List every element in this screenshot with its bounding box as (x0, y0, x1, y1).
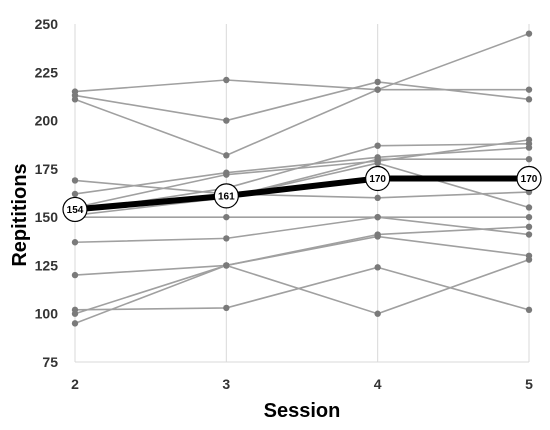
mean-data-label: 154 (67, 205, 84, 216)
mean-point: 154 (62, 196, 88, 223)
mean-line (74, 175, 529, 213)
individual-series (71, 30, 533, 327)
x-tick-label: 5 (525, 376, 533, 392)
series-point (374, 194, 381, 202)
series-path (74, 258, 530, 325)
series-path (74, 226, 530, 276)
series-line (71, 136, 533, 211)
series-path (74, 81, 530, 122)
axes: 75 100 125 150 175 200 225 250 2 3 4 5 (35, 16, 533, 392)
series-point (71, 239, 79, 246)
series-point (374, 78, 381, 86)
series-path (74, 266, 530, 311)
series-line (71, 256, 533, 327)
series-point (223, 235, 230, 242)
mean-point: 170 (516, 165, 542, 192)
series-point (525, 223, 533, 230)
x-tick-label: 2 (71, 376, 79, 392)
mean-point: 170 (365, 165, 391, 192)
series-point (525, 231, 533, 238)
series-point (223, 76, 230, 84)
series-point (525, 30, 533, 37)
series-point (525, 204, 533, 211)
series-line (71, 213, 533, 246)
mean-marker (365, 165, 391, 192)
series-point (71, 177, 79, 184)
series-point (374, 213, 381, 221)
x-axis-title: Session (264, 400, 341, 422)
series-point (374, 233, 381, 240)
series-point (374, 264, 381, 271)
series-point (71, 310, 79, 317)
y-tick-label: 125 (35, 257, 59, 273)
series-path (74, 179, 530, 199)
y-tick-label: 250 (35, 16, 59, 32)
series-point (374, 142, 381, 149)
series-line (71, 213, 533, 221)
series-point (525, 86, 533, 93)
series-point (223, 304, 230, 312)
mean-series: 154 161 170 170 (62, 165, 542, 223)
series-point (525, 140, 533, 147)
series-point (374, 86, 381, 93)
y-tick-label: 175 (35, 161, 59, 177)
series-path (74, 146, 530, 195)
x-tick-label: 3 (222, 376, 230, 392)
series-point (71, 320, 79, 327)
series-point (223, 171, 230, 178)
series-point (71, 190, 79, 198)
mean-data-label: 170 (369, 174, 386, 185)
series-point (525, 156, 533, 163)
series-point (71, 271, 79, 279)
series-line (71, 30, 533, 159)
series-point (374, 159, 381, 167)
mean-point: 161 (213, 183, 239, 209)
series-point (71, 96, 79, 103)
mean-data-label: 170 (521, 174, 538, 185)
y-tick-label: 100 (35, 306, 59, 322)
series-point (223, 262, 230, 269)
mean-data-label: 161 (218, 191, 235, 202)
series-point (223, 152, 230, 159)
series-path (74, 32, 530, 157)
series-point (525, 96, 533, 103)
series-path (74, 79, 529, 93)
mean-marker (62, 196, 88, 223)
series-path (74, 235, 530, 315)
series-line (71, 264, 533, 314)
series-path (74, 139, 530, 209)
series-point (525, 213, 533, 221)
y-tick-label: 75 (42, 354, 58, 370)
series-line (71, 233, 533, 317)
series-point (223, 213, 230, 221)
series-point (223, 117, 230, 124)
y-axis-title: Repititions (9, 163, 31, 266)
series-path (74, 216, 530, 244)
series-point (525, 306, 533, 314)
x-tick-label: 4 (374, 376, 382, 392)
y-tick-label: 200 (35, 113, 59, 129)
y-tick-label: 150 (35, 209, 59, 225)
series-point (374, 310, 381, 317)
mean-marker (213, 183, 239, 209)
series-path (74, 158, 529, 217)
series-point (525, 256, 533, 263)
mean-marker (516, 165, 542, 192)
y-tick-label: 225 (35, 64, 59, 80)
